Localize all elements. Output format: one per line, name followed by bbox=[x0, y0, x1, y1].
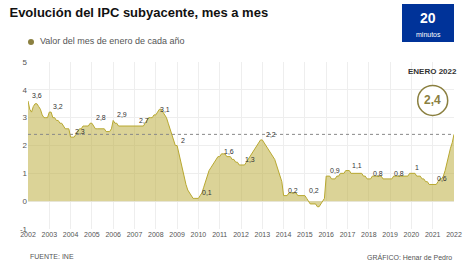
svg-text:-1: -1 bbox=[20, 225, 28, 234]
svg-text:2,2: 2,2 bbox=[266, 131, 276, 138]
svg-text:2,9: 2,9 bbox=[117, 111, 127, 118]
svg-text:2,4: 2,4 bbox=[424, 93, 441, 107]
svg-text:2: 2 bbox=[23, 141, 28, 150]
svg-text:2,3: 2,3 bbox=[75, 128, 85, 135]
svg-text:1,3: 1,3 bbox=[245, 156, 255, 163]
svg-text:ENERO 2022: ENERO 2022 bbox=[408, 67, 457, 76]
svg-text:0,9: 0,9 bbox=[330, 167, 340, 174]
svg-text:4: 4 bbox=[23, 86, 28, 95]
svg-text:2004: 2004 bbox=[63, 231, 79, 238]
svg-text:2007: 2007 bbox=[127, 231, 143, 238]
svg-text:2008: 2008 bbox=[148, 231, 164, 238]
svg-text:3: 3 bbox=[23, 113, 28, 122]
svg-text:3,1: 3,1 bbox=[160, 106, 170, 113]
svg-text:0,6: 0,6 bbox=[437, 175, 447, 182]
svg-text:2017: 2017 bbox=[340, 231, 356, 238]
svg-text:3,2: 3,2 bbox=[53, 103, 63, 110]
svg-text:2020: 2020 bbox=[404, 231, 420, 238]
svg-text:2013: 2013 bbox=[255, 231, 271, 238]
svg-text:2,8: 2,8 bbox=[96, 114, 106, 121]
svg-text:2022: 2022 bbox=[446, 231, 462, 238]
svg-text:2009: 2009 bbox=[169, 231, 185, 238]
svg-text:0,2: 0,2 bbox=[288, 187, 298, 194]
svg-text:1,1: 1,1 bbox=[352, 162, 362, 169]
svg-text:1: 1 bbox=[23, 169, 28, 178]
svg-text:2006: 2006 bbox=[105, 231, 121, 238]
svg-text:1: 1 bbox=[415, 164, 419, 171]
svg-text:0,2: 0,2 bbox=[309, 187, 319, 194]
svg-text:minutos: minutos bbox=[416, 31, 441, 38]
svg-text:0,8: 0,8 bbox=[373, 170, 383, 177]
svg-text:2010: 2010 bbox=[191, 231, 207, 238]
svg-text:2012: 2012 bbox=[233, 231, 249, 238]
svg-text:3,6: 3,6 bbox=[32, 92, 42, 99]
svg-text:FUENTE: INE: FUENTE: INE bbox=[30, 253, 74, 260]
svg-text:5: 5 bbox=[23, 58, 28, 67]
svg-text:2018: 2018 bbox=[361, 231, 377, 238]
svg-text:0: 0 bbox=[23, 197, 28, 206]
svg-text:GRÁFICO: Henar de Pedro: GRÁFICO: Henar de Pedro bbox=[367, 253, 452, 261]
svg-text:0,1: 0,1 bbox=[202, 189, 212, 196]
svg-text:2002: 2002 bbox=[20, 231, 36, 238]
svg-text:2016: 2016 bbox=[318, 231, 334, 238]
svg-text:2015: 2015 bbox=[297, 231, 313, 238]
svg-text:1,6: 1,6 bbox=[224, 148, 234, 155]
svg-text:2005: 2005 bbox=[84, 231, 100, 238]
svg-text:20: 20 bbox=[420, 10, 436, 26]
svg-text:2014: 2014 bbox=[276, 231, 292, 238]
svg-text:2: 2 bbox=[181, 137, 185, 144]
svg-text:2021: 2021 bbox=[425, 231, 441, 238]
svg-text:Evolución del IPC subyacente,: Evolución del IPC subyacente, mes a mes bbox=[9, 5, 268, 20]
svg-text:2,7: 2,7 bbox=[139, 117, 149, 124]
svg-text:Valor del mes de enero de cada: Valor del mes de enero de cada año bbox=[40, 36, 184, 46]
svg-text:2019: 2019 bbox=[382, 231, 398, 238]
svg-text:0,8: 0,8 bbox=[394, 170, 404, 177]
svg-text:2003: 2003 bbox=[42, 231, 58, 238]
svg-text:2011: 2011 bbox=[212, 231, 227, 238]
